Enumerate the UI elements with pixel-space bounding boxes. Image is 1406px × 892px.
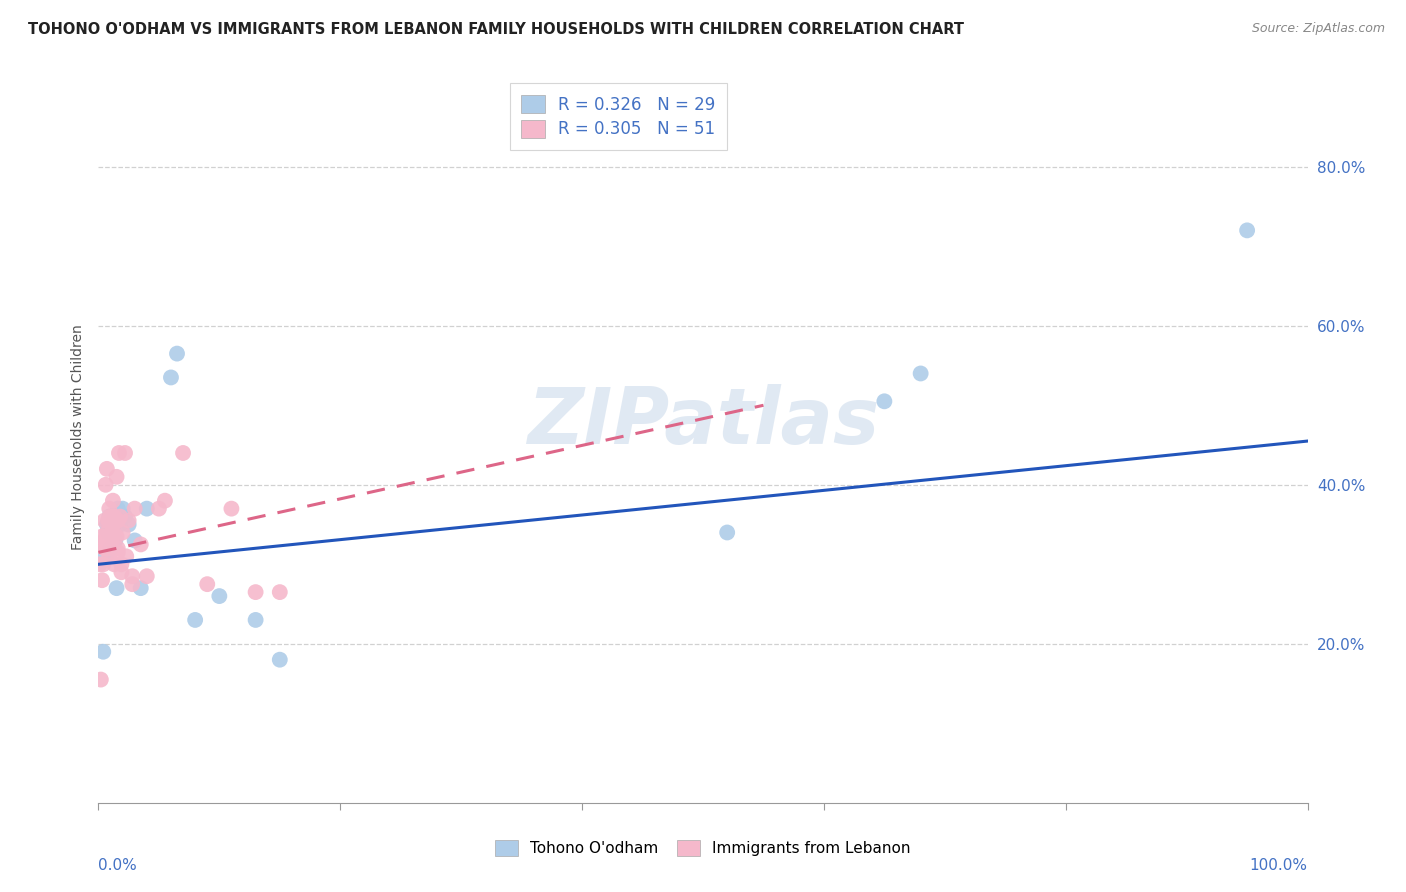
Point (94, 541, 117, 556)
Point (114, 509, 136, 524)
Point (107, 501, 129, 516)
Point (129, 581, 152, 595)
Point (97, 525, 120, 540)
Point (245, 585, 267, 599)
Point (107, 514, 129, 528)
Point (108, 446, 131, 460)
Point (269, 653, 291, 667)
Point (107, 541, 129, 556)
Point (107, 545, 129, 559)
Point (195, 577, 218, 591)
Point (91, 645, 114, 659)
Point (98, 501, 121, 516)
Text: ZIPatlas: ZIPatlas (527, 384, 879, 460)
Text: 100.0%: 100.0% (1250, 858, 1308, 872)
Y-axis label: Family Households with Children: Family Households with Children (70, 324, 84, 550)
Point (245, 613, 267, 627)
Point (111, 501, 134, 516)
Point (166, 346, 188, 360)
Point (172, 446, 194, 460)
Point (89, 558, 111, 572)
Point (129, 537, 152, 551)
Text: Source: ZipAtlas.com: Source: ZipAtlas.com (1251, 22, 1385, 36)
Point (118, 517, 141, 532)
Point (97, 541, 120, 556)
Point (148, 501, 170, 516)
Point (100, 509, 122, 524)
Point (104, 514, 127, 528)
Point (160, 370, 183, 384)
Point (91, 558, 114, 572)
Point (98, 509, 121, 524)
Point (105, 581, 128, 595)
Point (93, 514, 115, 528)
Point (184, 613, 207, 627)
Point (101, 525, 124, 540)
Point (100, 541, 122, 556)
Point (94, 477, 117, 491)
Point (108, 517, 131, 532)
Point (103, 509, 125, 524)
Point (100, 529, 122, 543)
Point (96, 462, 118, 476)
Point (118, 514, 141, 528)
Point (101, 517, 124, 532)
Legend: Tohono O'odham, Immigrants from Lebanon: Tohono O'odham, Immigrants from Lebanon (489, 834, 917, 862)
Point (100, 533, 122, 548)
Point (100, 525, 122, 540)
Point (94, 549, 117, 564)
Text: TOHONO O'ODHAM VS IMMIGRANTS FROM LEBANON FAMILY HOUSEHOLDS WITH CHILDREN CORREL: TOHONO O'ODHAM VS IMMIGRANTS FROM LEBANO… (28, 22, 965, 37)
Point (269, 585, 291, 599)
Point (97, 514, 120, 528)
Point (93, 533, 115, 548)
Point (108, 509, 131, 524)
Point (135, 501, 157, 516)
Point (110, 558, 132, 572)
Point (121, 569, 143, 583)
Point (910, 367, 932, 381)
Point (124, 501, 146, 516)
Point (103, 558, 125, 572)
Point (111, 525, 134, 540)
Point (114, 446, 136, 460)
Point (101, 493, 124, 508)
Point (96, 517, 118, 532)
Point (98, 549, 121, 564)
Point (103, 517, 125, 532)
Point (873, 394, 896, 409)
Point (91, 529, 114, 543)
Point (105, 529, 128, 543)
Point (1236, 223, 1258, 237)
Point (91, 573, 114, 587)
Point (121, 577, 143, 591)
Point (221, 501, 243, 516)
Point (105, 470, 128, 484)
Point (124, 533, 146, 548)
Text: 0.0%: 0.0% (98, 858, 138, 872)
Point (115, 549, 138, 564)
Point (93, 541, 115, 556)
Point (110, 566, 132, 580)
Point (96, 541, 118, 556)
Point (96, 525, 118, 540)
Point (90, 673, 112, 687)
Point (716, 525, 738, 540)
Point (135, 569, 157, 583)
Point (100, 509, 122, 524)
Point (104, 533, 127, 548)
Point (208, 589, 231, 603)
Legend: R = 0.326   N = 29, R = 0.305   N = 51: R = 0.326 N = 29, R = 0.305 N = 51 (510, 83, 727, 150)
Point (153, 493, 176, 508)
